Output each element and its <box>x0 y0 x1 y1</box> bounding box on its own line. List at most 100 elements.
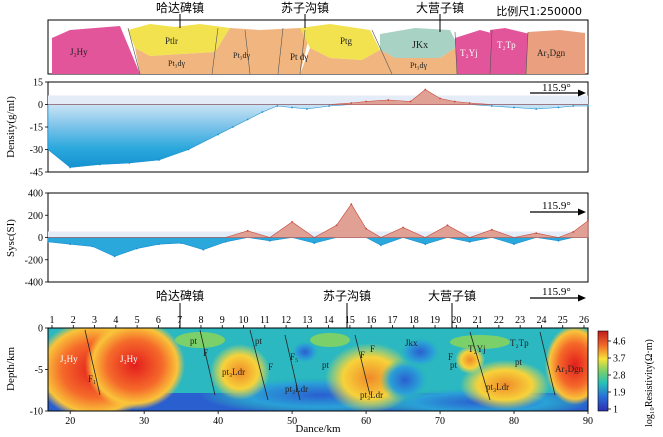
station-label: 12 <box>281 315 291 326</box>
station-label: 3 <box>92 315 97 326</box>
susc-point <box>291 221 293 223</box>
geo-unit-ptlr <box>128 24 230 56</box>
susc-point <box>446 224 449 227</box>
density-point <box>572 105 575 107</box>
res-note-pt-b: pt <box>255 336 263 346</box>
susc-point <box>587 219 589 222</box>
density-point <box>232 126 234 128</box>
geology-panel: J₃Hy Ptlr Pt₃dγ Pt₃dγ Pt dγ Ptg JKx Pt₃d… <box>47 0 589 75</box>
susc-strike-label: 115.9° <box>542 200 571 212</box>
station-label: 9 <box>220 315 225 326</box>
density-point <box>276 105 279 107</box>
density-point <box>453 100 456 103</box>
station-label: 17 <box>387 315 397 326</box>
geo-unit-j3hy <box>52 26 140 74</box>
res-xtick-label: 90 <box>583 416 593 427</box>
res-xtick-label: 30 <box>139 416 149 427</box>
geo-label-ptg: Ptg <box>340 36 353 46</box>
res-strike-label: 115.9° <box>542 286 571 298</box>
resistivity-heatmap <box>48 328 588 411</box>
susc-point <box>246 229 249 232</box>
susc-point <box>424 243 427 246</box>
density-point <box>557 106 560 109</box>
susceptibility-ylabel: Sysc(SI) <box>5 219 17 257</box>
geo-label-pt3dg-c: Pt₃dγ <box>410 61 427 70</box>
density-point <box>365 100 367 103</box>
res-xtick-label: 80 <box>509 416 519 427</box>
station-label: 22 <box>494 315 504 326</box>
station-labels: 1 2 3 4 5 6 7 8 9 10 11 12 13 14 15 16 17 18 19 20 21 22 23 24 2… <box>50 315 589 328</box>
geo-label-t2tp: T₂Tp <box>497 40 516 50</box>
density-strike-label: 115.9° <box>542 82 571 94</box>
susc-point <box>113 255 116 258</box>
station-label: 10 <box>239 315 249 326</box>
geo-label-pt3dg-b: Pt₃dγ <box>233 51 250 60</box>
geo-unit-ptg <box>300 24 380 60</box>
density-point <box>587 105 589 107</box>
density-point <box>291 106 293 109</box>
susc-point <box>180 242 183 245</box>
station-label: 20 <box>451 315 461 326</box>
station-label: 1 <box>50 315 55 326</box>
res-town-suzigou: 苏子沟镇 <box>323 289 371 303</box>
colorbar-ticks: 4.6 3.7 2.8 1.9 1 <box>608 337 626 416</box>
res-xtick-label: 20 <box>65 416 75 427</box>
colorbar-tick-label: 1.9 <box>613 388 626 399</box>
geo-unit-pt3dg-a <box>135 28 310 74</box>
susc-point <box>202 248 205 251</box>
susc-point <box>313 242 316 245</box>
station-label: 5 <box>135 315 140 326</box>
susc-point <box>535 232 538 235</box>
station-label: 8 <box>198 315 203 326</box>
susc-point <box>335 224 338 227</box>
colorbar-tick-label: 2.8 <box>613 371 626 382</box>
density-axis: 15 0 -15 -30 -45 <box>30 78 48 179</box>
density-ytick-label: -30 <box>30 145 43 156</box>
geology-faults <box>127 27 529 75</box>
res-note-j3hy-b: J₃Hy <box>120 354 138 364</box>
susc-ytick-label: 0 <box>38 233 43 244</box>
density-point <box>306 108 308 110</box>
density-point <box>69 166 72 169</box>
density-ytick-label: 15 <box>33 78 43 89</box>
res-note-pt-d: pt <box>450 360 458 370</box>
station-label: 21 <box>473 315 483 326</box>
susc-point <box>269 239 271 242</box>
geo-label-t2yj: T₂Yj <box>460 48 478 58</box>
susc-ytick-label: -200 <box>25 255 43 266</box>
station-label: 4 <box>113 315 118 326</box>
density-marks <box>47 88 589 169</box>
density-point <box>217 133 220 136</box>
res-ytick-label: -10 <box>30 407 43 418</box>
geo-label-pt3dg-a: Pt₃dγ <box>168 59 185 68</box>
res-note-pt-a: pt <box>190 336 198 346</box>
res-ytick-label: 0 <box>38 324 43 335</box>
colorbar-label: log₁₀Resistivity(Ω·m) <box>644 339 655 427</box>
res-note-f-a: F <box>203 348 208 358</box>
station-label: 18 <box>409 315 419 326</box>
density-point <box>128 162 131 164</box>
density-point <box>246 118 249 121</box>
res-note-ptldr-b: pt₃Ldr <box>285 384 308 394</box>
geo-label-ptlr: Ptlr <box>165 36 178 46</box>
susc-point <box>135 247 138 250</box>
density-band <box>48 95 588 105</box>
density-point <box>98 163 101 166</box>
station-label: 19 <box>430 315 440 326</box>
density-point <box>158 159 160 161</box>
res-xtick-label: 50 <box>287 416 297 427</box>
susc-ytick-label: 200 <box>28 211 43 222</box>
resistivity-xlabel: Dance/km <box>295 423 341 435</box>
density-point <box>187 148 190 151</box>
res-annotations: J₃Hy F₁ J₃Hy pt F pt₃Ldr pt F F₅ pt₃Ldr … <box>60 336 584 400</box>
res-xtick-label: 70 <box>435 416 445 427</box>
susc-point <box>468 241 471 243</box>
geo-unit-pt3dg-c <box>380 46 460 74</box>
res-town-dayingzi: 大营子镇 <box>428 289 476 303</box>
station-label: 26 <box>579 315 589 326</box>
density-panel: 15 0 -15 -30 -45 Density(g/ml) 115.9° <box>5 78 589 179</box>
res-xtick-label: 40 <box>213 416 223 427</box>
res-note-ptldr-d: pt₃Ldr <box>486 382 509 392</box>
station-label: 13 <box>302 315 312 326</box>
